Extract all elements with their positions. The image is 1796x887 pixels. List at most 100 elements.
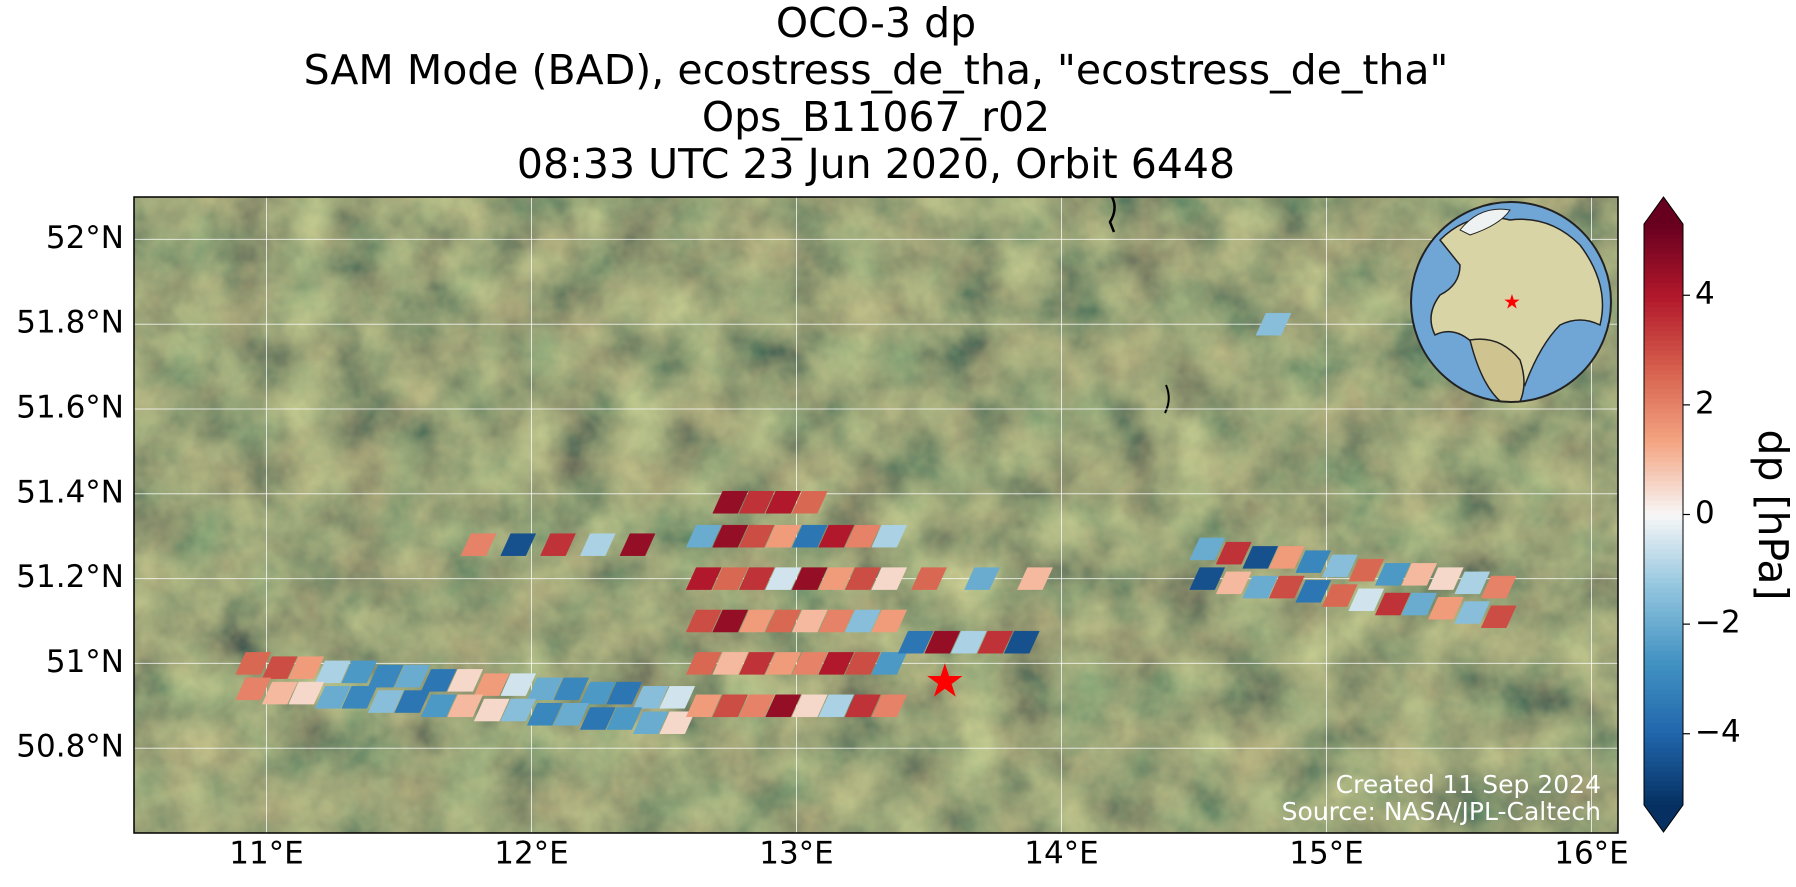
border — [1164, 384, 1170, 414]
sounding-cell — [1242, 546, 1279, 569]
sounding-cell — [950, 630, 987, 654]
sounding-cell — [871, 694, 908, 718]
sounding-cell — [818, 567, 855, 590]
sounding-cell — [1295, 580, 1332, 603]
ice — [1459, 208, 1511, 236]
sounding-cell — [738, 609, 775, 633]
y-tick-label: 50.8°N — [16, 729, 124, 765]
x-tick-label: 12°E — [494, 836, 569, 872]
sounding-cell — [341, 660, 378, 684]
map-background — [134, 197, 1618, 833]
sounding-cell — [1189, 567, 1226, 590]
sounding-cell — [235, 652, 272, 675]
sounding-cell — [818, 652, 855, 675]
sounding-cell — [765, 609, 802, 633]
sounding-cell — [791, 491, 828, 514]
sounding-cell — [606, 681, 643, 705]
sounding-cell — [1454, 571, 1491, 595]
footer-created: Created 11 Sep 2024 — [1336, 770, 1601, 799]
colorbar: −4 −2 0 2 4 — [1643, 196, 1741, 833]
sounding-cell — [394, 690, 431, 713]
sounding-cell — [685, 609, 722, 633]
sounding-cell — [1003, 630, 1040, 654]
sounding-cell — [1268, 546, 1305, 569]
sounding-cell — [553, 677, 590, 701]
target-star: ★ — [924, 653, 965, 707]
sounding-cell — [712, 524, 749, 548]
sounding-cell — [473, 673, 510, 696]
sounding-cell — [1374, 592, 1411, 616]
colorbar-tick-label: 2 — [1695, 385, 1715, 421]
sounding-cell — [791, 609, 828, 633]
sounding-cell — [1189, 537, 1226, 561]
sounding-cell — [791, 524, 828, 548]
sounding-cell — [1017, 567, 1053, 590]
sounding-cell — [964, 567, 1000, 590]
sounding-cell — [712, 567, 749, 590]
sounding-cell — [738, 694, 775, 718]
sounding-cell — [288, 656, 325, 679]
title-line: Ops_B11067_r02 — [702, 93, 1050, 141]
sounding-cell — [712, 694, 749, 718]
sounding-cell — [685, 694, 722, 718]
sounding-cell — [500, 533, 537, 556]
sounding-cell — [712, 609, 749, 633]
sounding-cell — [420, 694, 457, 718]
sounding-cell — [420, 669, 457, 692]
sounding-cell — [791, 694, 828, 718]
sounding-cell — [526, 677, 563, 701]
sounding-cell — [844, 652, 881, 675]
sounding-cell — [1321, 584, 1358, 607]
sounding-cell — [540, 533, 576, 556]
sounding-cell — [712, 652, 749, 675]
y-tick-label: 51.6°N — [16, 390, 124, 426]
overlays: ★ — [924, 653, 965, 707]
sounding-cell — [818, 609, 855, 633]
sounding-cell — [500, 698, 537, 722]
sounding-cell — [1374, 563, 1411, 586]
sounding-cell — [738, 524, 775, 548]
sounding-cell — [1348, 558, 1385, 582]
sounding-cell — [659, 686, 696, 709]
sounding-cell — [818, 694, 855, 718]
title-line: OCO-3 dp — [776, 0, 976, 47]
sounding-cell — [632, 711, 669, 735]
sounding-cell — [844, 524, 881, 548]
sounding-cell — [738, 567, 775, 590]
x-tick-label: 13°E — [759, 836, 834, 872]
sounding-cell — [367, 690, 404, 713]
sounding-cell — [1401, 592, 1438, 616]
sounding-cell — [791, 567, 828, 590]
sounding-cell — [261, 656, 298, 679]
sounding-cell — [977, 630, 1014, 654]
globe-star: ★ — [1503, 290, 1521, 314]
y-tick-label: 51.4°N — [16, 474, 124, 510]
sounding-cell — [579, 681, 616, 705]
sounding-cell — [1401, 563, 1438, 586]
sounding-cell — [765, 652, 802, 675]
sounding-cell — [394, 664, 431, 688]
sounding-cell — [288, 681, 325, 705]
globe-outline — [1410, 201, 1612, 403]
sounding-cell — [738, 652, 775, 675]
sounding-cell — [712, 491, 749, 514]
colorbar-tick-label: −4 — [1695, 714, 1741, 750]
sounding-cell — [1242, 575, 1279, 599]
sounding-cell — [1295, 550, 1332, 573]
sounding-cell — [1454, 601, 1491, 624]
colorbar-tick-label: −2 — [1695, 605, 1741, 641]
sounding-cell — [911, 567, 947, 590]
sounding-cell — [685, 567, 722, 590]
sounding-cell — [314, 660, 351, 684]
sounding-cell — [844, 694, 881, 718]
sounding-cell — [1427, 567, 1464, 590]
title-line: 08:33 UTC 23 Jun 2020, Orbit 6448 — [517, 140, 1235, 188]
x-tick-label: 16°E — [1554, 836, 1629, 872]
sounding-cell — [871, 567, 908, 590]
sounding-cell — [579, 533, 616, 556]
sounding-cell — [738, 491, 775, 514]
sounding-cell — [871, 524, 908, 548]
sounding-cell — [659, 711, 696, 735]
